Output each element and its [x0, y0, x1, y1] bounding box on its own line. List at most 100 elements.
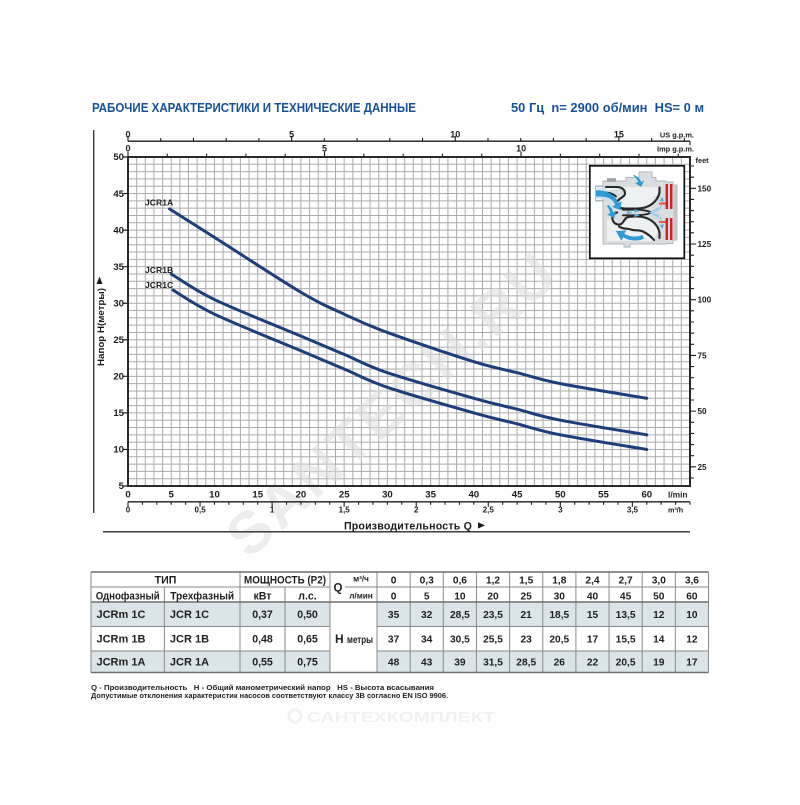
svg-text:ТИП: ТИП	[155, 575, 177, 587]
svg-text:17: 17	[587, 635, 599, 646]
svg-text:0: 0	[125, 490, 130, 501]
svg-text:20,5: 20,5	[549, 635, 569, 646]
svg-text:5: 5	[322, 144, 327, 154]
svg-text:25: 25	[339, 490, 350, 501]
svg-text:15: 15	[252, 490, 263, 501]
svg-text:15: 15	[587, 610, 599, 621]
svg-text:Трехфазный: Трехфазный	[170, 591, 234, 603]
svg-text:30: 30	[113, 298, 124, 309]
svg-text:2,5: 2,5	[483, 506, 495, 515]
svg-text:50: 50	[555, 490, 566, 501]
svg-text:JCR 1B: JCR 1B	[170, 634, 209, 646]
svg-text:3: 3	[558, 506, 563, 515]
svg-text:кВт: кВт	[253, 591, 271, 603]
svg-text:20: 20	[113, 372, 124, 383]
svg-text:JCRm 1C: JCRm 1C	[97, 609, 146, 621]
svg-text:150: 150	[698, 184, 712, 193]
svg-text:17: 17	[686, 658, 698, 669]
svg-text:Производительность Q: Производительность Q	[344, 521, 472, 533]
svg-text:48: 48	[388, 658, 400, 669]
svg-text:м³/ч: м³/ч	[353, 575, 369, 584]
svg-text:30: 30	[382, 490, 393, 501]
svg-text:30,5: 30,5	[450, 635, 470, 646]
svg-text:3,6: 3,6	[685, 576, 699, 587]
svg-text:САНТЕХКОМПЛЕКТ: САНТЕХКОМПЛЕКТ	[307, 709, 495, 726]
svg-text:60: 60	[686, 592, 698, 603]
svg-text:5: 5	[119, 481, 125, 492]
svg-text:0,3: 0,3	[420, 576, 434, 587]
svg-text:10: 10	[209, 490, 220, 501]
svg-text:10: 10	[450, 130, 460, 140]
svg-text:19: 19	[653, 658, 665, 669]
svg-text:0,37: 0,37	[252, 609, 273, 621]
svg-text:Н: Н	[335, 632, 344, 646]
svg-text:0: 0	[126, 506, 131, 515]
svg-text:0: 0	[125, 130, 130, 140]
svg-text:US g.p.m.: US g.p.m.	[660, 131, 694, 140]
svg-text:40: 40	[587, 592, 599, 603]
svg-text:5: 5	[169, 490, 175, 501]
svg-text:23: 23	[521, 635, 533, 646]
svg-text:40: 40	[468, 490, 479, 501]
svg-text:13,5: 13,5	[616, 610, 636, 621]
svg-text:45: 45	[512, 490, 523, 501]
svg-text:21: 21	[521, 610, 533, 621]
svg-text:50 Гц n= 2900 об/мин HS= 0 м: 50 Гц n= 2900 об/мин HS= 0 м	[511, 101, 704, 115]
svg-text:25,5: 25,5	[483, 635, 503, 646]
svg-text:0,6: 0,6	[453, 576, 467, 587]
svg-text:34: 34	[421, 635, 433, 646]
svg-text:1,5: 1,5	[519, 576, 533, 587]
svg-text:45: 45	[113, 189, 124, 200]
svg-text:31,5: 31,5	[483, 658, 503, 669]
svg-text:Допустимые отклонения характер: Допустимые отклонения характеристик насо…	[91, 691, 448, 700]
svg-text:JCRm 1B: JCRm 1B	[97, 634, 146, 646]
svg-text:35: 35	[388, 610, 400, 621]
svg-text:50: 50	[653, 592, 665, 603]
svg-text:50: 50	[698, 407, 708, 416]
svg-text:л/мин: л/мин	[349, 592, 373, 601]
svg-text:0: 0	[125, 144, 130, 154]
svg-text:РАБОЧИЕ ХАРАКТЕРИСТИКИ И ТЕХНИ: РАБОЧИЕ ХАРАКТЕРИСТИКИ И ТЕХНИЧЕСКИЕ ДАН…	[92, 101, 416, 115]
svg-text:25: 25	[113, 335, 124, 346]
svg-text:МОЩНОСТЬ (P2): МОЩНОСТЬ (P2)	[244, 575, 326, 587]
svg-text:26: 26	[554, 658, 566, 669]
svg-text:1: 1	[270, 506, 275, 515]
svg-text:20,5: 20,5	[616, 658, 636, 669]
svg-text:0,50: 0,50	[297, 609, 318, 621]
svg-text:15: 15	[614, 130, 624, 140]
svg-text:1,2: 1,2	[486, 576, 500, 587]
svg-text:JCR1A: JCR1A	[145, 198, 173, 208]
svg-text:2,4: 2,4	[585, 576, 599, 587]
svg-text:JCR 1C: JCR 1C	[170, 609, 209, 621]
svg-text:Q - Производительность H - О: Q - Производительность H - Общий маномет…	[91, 683, 434, 692]
svg-text:15,5: 15,5	[616, 635, 636, 646]
svg-text:10: 10	[113, 445, 124, 456]
svg-text:30: 30	[554, 592, 566, 603]
svg-text:15: 15	[113, 408, 124, 419]
svg-text:28,5: 28,5	[450, 610, 470, 621]
svg-text:метры: метры	[347, 635, 373, 646]
svg-text:l/min: l/min	[668, 490, 688, 500]
svg-text:0,65: 0,65	[297, 634, 318, 646]
svg-text:5: 5	[424, 592, 430, 603]
svg-text:2,7: 2,7	[619, 576, 633, 587]
svg-text:22: 22	[587, 658, 599, 669]
svg-text:23,5: 23,5	[483, 610, 503, 621]
svg-text:JCR1B: JCR1B	[145, 265, 173, 275]
svg-text:0,48: 0,48	[252, 634, 273, 646]
svg-text:55: 55	[598, 490, 609, 501]
svg-text:3,5: 3,5	[627, 506, 639, 515]
svg-text:JCR1C: JCR1C	[145, 280, 173, 290]
svg-text:JCR 1A: JCR 1A	[170, 657, 209, 669]
svg-text:43: 43	[421, 658, 433, 669]
svg-text:28,5: 28,5	[516, 658, 536, 669]
svg-text:0: 0	[391, 592, 397, 603]
svg-text:35: 35	[113, 262, 124, 273]
svg-text:50: 50	[113, 152, 124, 163]
svg-text:0,55: 0,55	[252, 657, 273, 669]
svg-text:m³/h: m³/h	[668, 506, 683, 515]
svg-text:35: 35	[425, 490, 436, 501]
svg-text:1,5: 1,5	[339, 506, 351, 515]
svg-text:Q: Q	[334, 583, 343, 595]
svg-text:л.с.: л.с.	[298, 591, 317, 603]
